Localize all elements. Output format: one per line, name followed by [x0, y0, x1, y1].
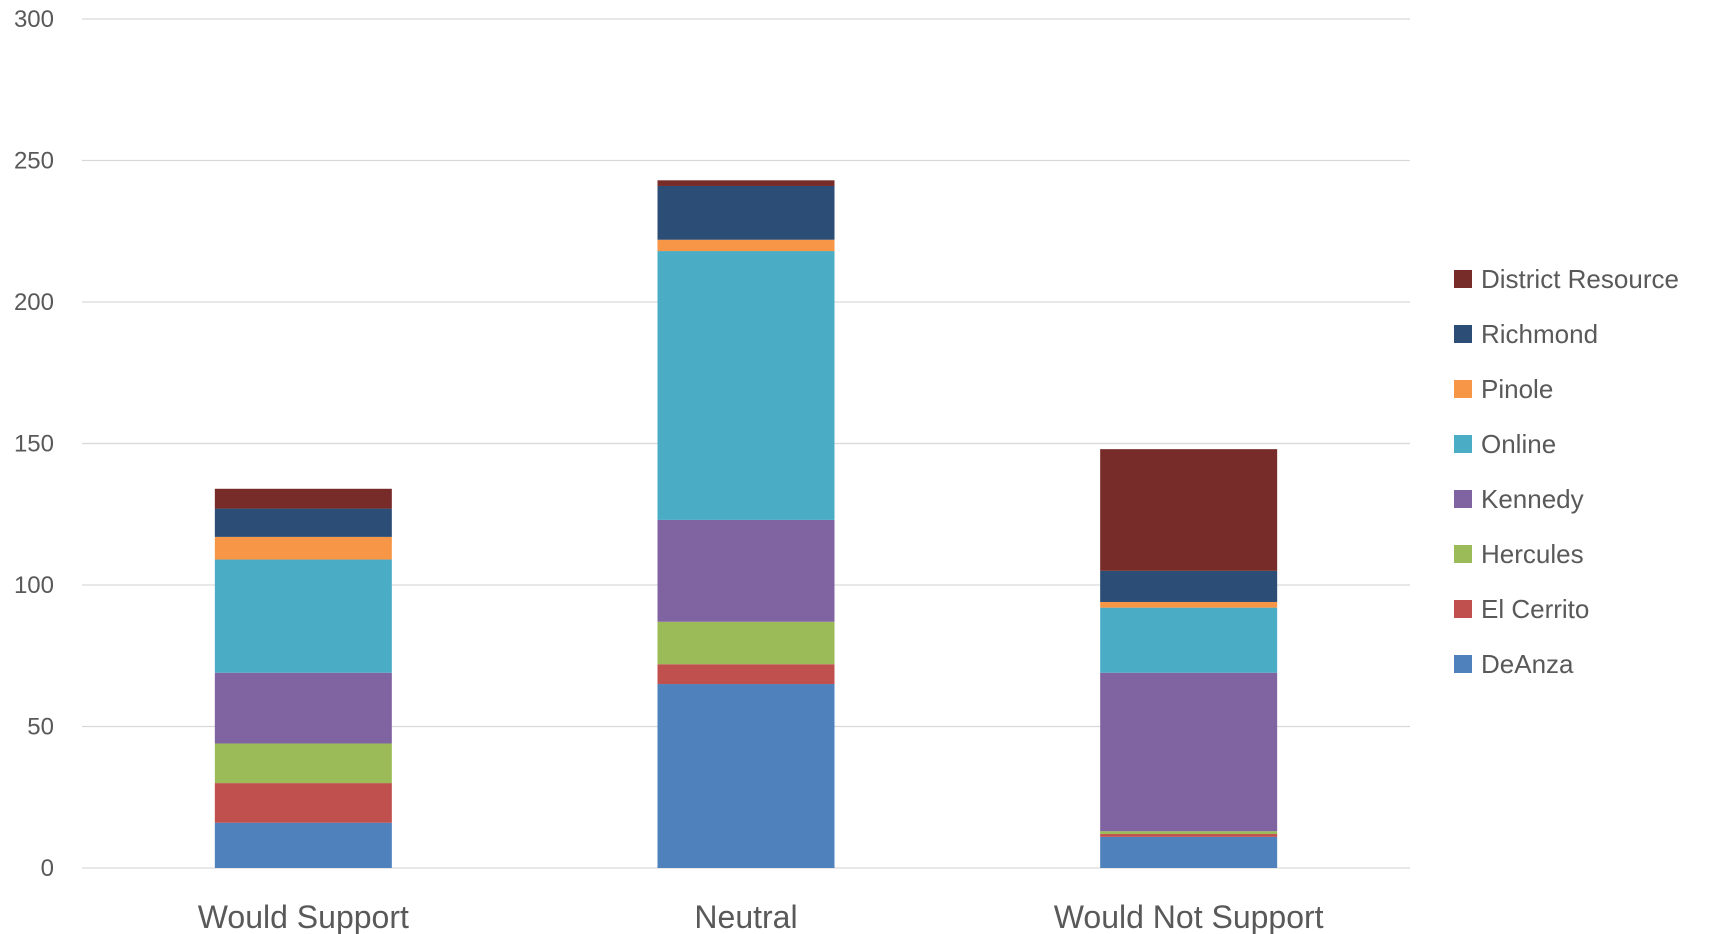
bar-segment-el-cerrito	[1100, 834, 1278, 837]
bar-segment-deanza	[657, 684, 835, 868]
bar-segment-richmond	[214, 508, 392, 537]
legend-item: Kennedy	[1454, 484, 1584, 514]
bar-segment-el-cerrito	[657, 664, 835, 685]
bar-segment-hercules	[214, 743, 392, 784]
legend-item: Richmond	[1454, 319, 1598, 349]
legend-label: Hercules	[1481, 539, 1584, 569]
bar-segment-kennedy	[214, 672, 392, 744]
legend-item: District Resource	[1454, 264, 1679, 294]
legend-label: Richmond	[1481, 319, 1598, 349]
legend-label: DeAnza	[1481, 649, 1574, 679]
bar-segment-el-cerrito	[214, 783, 392, 823]
bars	[214, 180, 1278, 868]
y-tick-label: 250	[14, 148, 54, 175]
y-tick-label: 0	[41, 855, 54, 882]
bar-segment-district-resource	[214, 488, 392, 509]
legend-item: Hercules	[1454, 539, 1584, 569]
legend-swatch	[1454, 490, 1472, 508]
bar-segment-richmond	[1100, 570, 1278, 602]
bar-segment-kennedy	[1100, 672, 1278, 832]
legend-swatch	[1454, 270, 1472, 288]
y-tick-label: 100	[14, 572, 54, 599]
x-category-label: Would Not Support	[1054, 899, 1324, 934]
bar-segment-pinole	[657, 239, 835, 252]
x-axis-categories: Would Support Neutral Would Not Support	[198, 899, 1324, 934]
bar-segment-pinole	[214, 536, 392, 560]
legend-label: Online	[1481, 429, 1556, 459]
legend-swatch	[1454, 325, 1472, 343]
legend-swatch	[1454, 545, 1472, 563]
legend-swatch	[1454, 380, 1472, 398]
x-category-label: Would Support	[198, 899, 409, 934]
bar-segment-hercules	[1100, 831, 1278, 835]
legend-item: DeAnza	[1454, 649, 1574, 679]
y-tick-label: 50	[27, 714, 54, 741]
y-tick-label: 300	[14, 6, 54, 33]
legend-swatch	[1454, 600, 1472, 618]
legend-item: Online	[1454, 429, 1556, 459]
bar-segment-district-resource	[657, 180, 835, 186]
legend-label: Kennedy	[1481, 484, 1584, 514]
bar-segment-hercules	[657, 621, 835, 665]
bar-segment-online	[657, 251, 835, 520]
bar-segment-district-resource	[1100, 449, 1278, 571]
bar-segment-kennedy	[657, 519, 835, 622]
y-tick-label: 200	[14, 289, 54, 316]
bar-segment-deanza	[214, 822, 392, 868]
y-tick-label: 150	[14, 431, 54, 458]
legend-label: District Resource	[1481, 264, 1679, 294]
x-category-label: Neutral	[694, 899, 797, 934]
legend-swatch	[1454, 655, 1472, 673]
bar-segment-online	[214, 559, 392, 673]
bar-segment-online	[1100, 607, 1278, 673]
y-axis-ticks: 0 50 100 150 200 250 300	[14, 6, 54, 882]
bar-segment-deanza	[1100, 836, 1278, 868]
legend-item: Pinole	[1454, 374, 1553, 404]
legend-swatch	[1454, 435, 1472, 453]
legend-label: El Cerrito	[1481, 594, 1589, 624]
legend-item: El Cerrito	[1454, 594, 1589, 624]
bar-segment-pinole	[1100, 601, 1278, 608]
legend: District Resource Richmond Pinole Online Ken…	[1454, 264, 1679, 679]
legend-label: Pinole	[1481, 374, 1553, 404]
bar-segment-richmond	[657, 185, 835, 240]
